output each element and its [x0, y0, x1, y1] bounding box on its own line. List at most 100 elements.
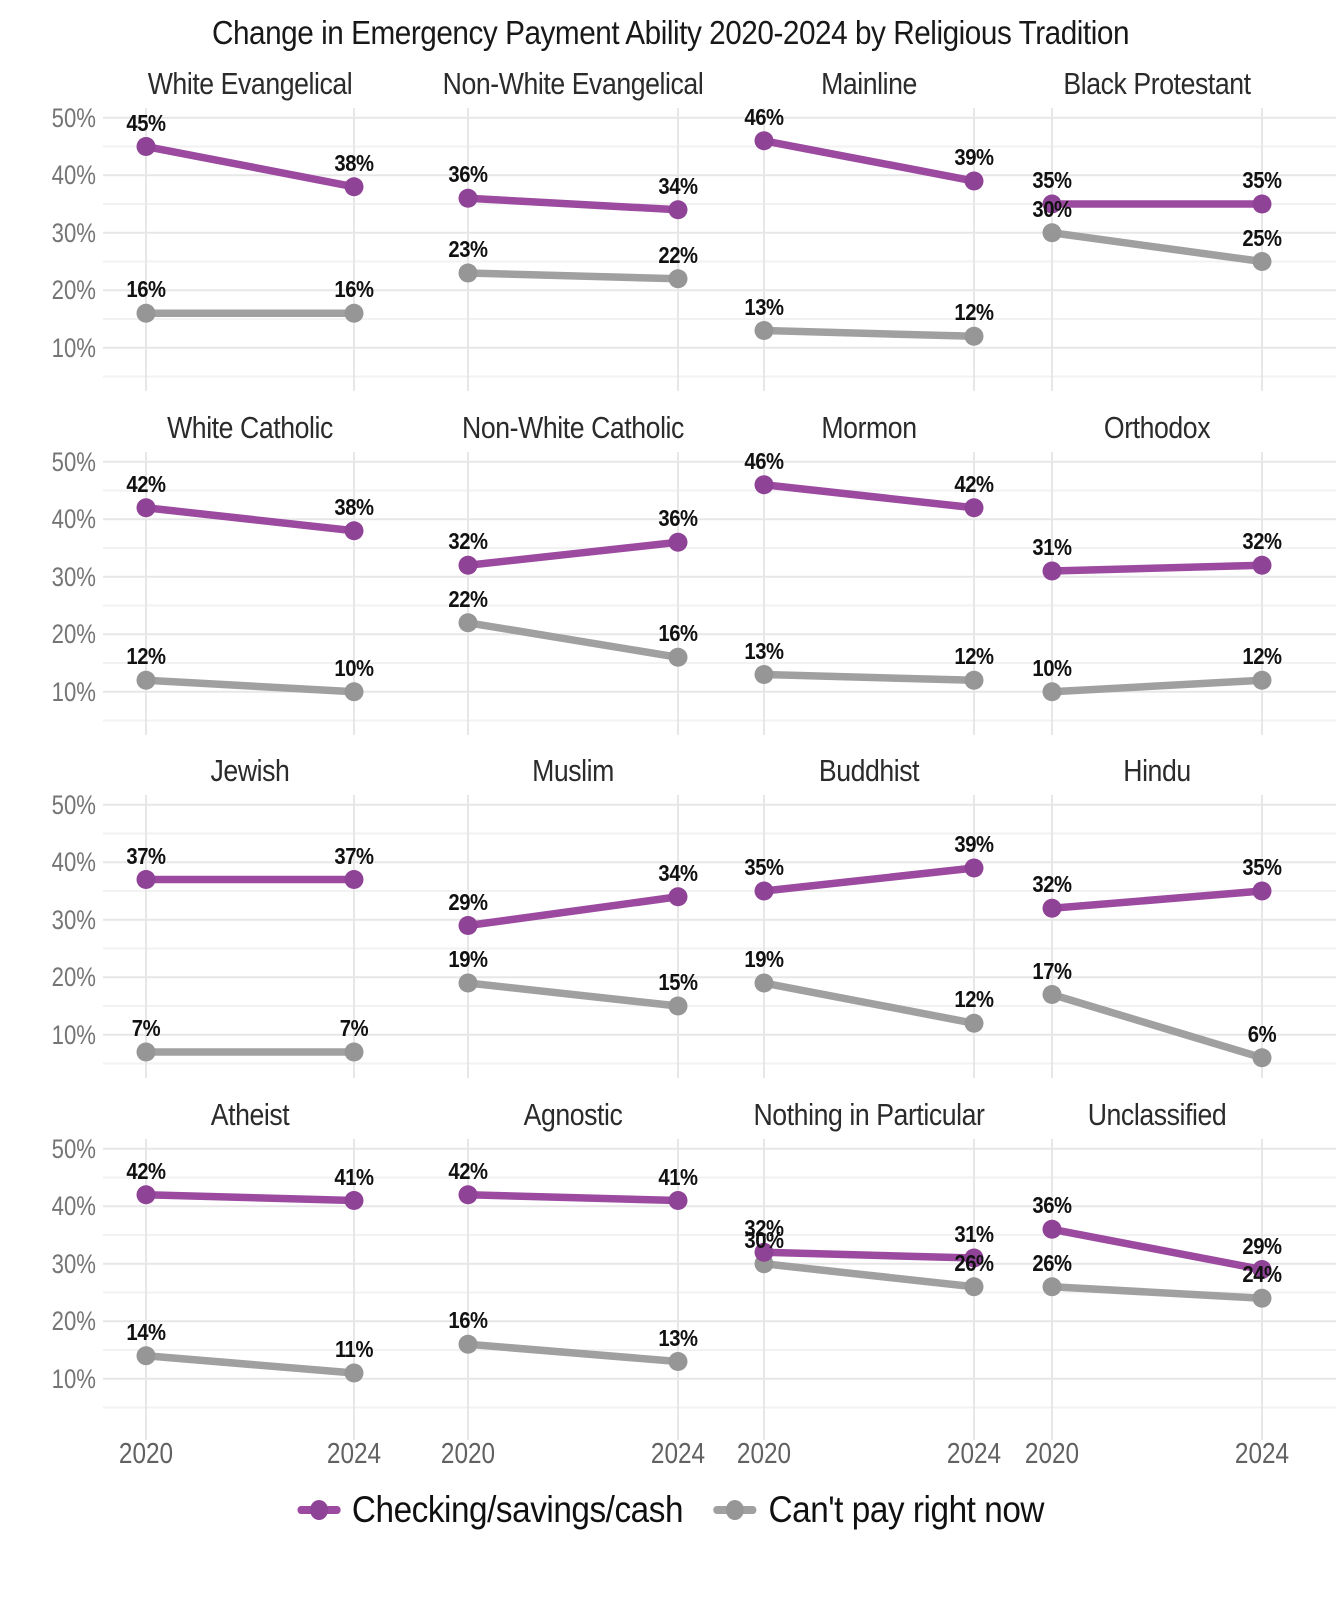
value-label: 32% [744, 1215, 784, 1242]
x-axis-tick: 2020 [440, 1438, 496, 1470]
data-point-cant_pay [1042, 1277, 1062, 1297]
value-label: 30% [1032, 195, 1072, 222]
data-point-checking [1252, 555, 1272, 575]
x-axis-tick: 2020 [736, 1438, 792, 1470]
series-line-checking [1048, 1225, 1266, 1274]
value-label: 10% [334, 654, 374, 681]
data-point-checking [1042, 561, 1062, 581]
data-point-cant_pay [344, 1363, 364, 1383]
y-axis-tick: 40% [51, 504, 96, 535]
facet-title: White Evangelical [147, 66, 353, 101]
data-point-cant_pay [136, 670, 156, 690]
value-label: 11% [334, 1336, 374, 1363]
value-label: 36% [658, 505, 698, 532]
data-point-cant_pay [1252, 670, 1272, 690]
value-label: 39% [954, 144, 994, 171]
value-label: 38% [334, 149, 374, 176]
y-axis-tick: 10% [51, 676, 96, 707]
value-label: 19% [744, 946, 784, 973]
value-label: 35% [1242, 167, 1282, 194]
value-label: 41% [334, 1163, 374, 1190]
value-label: 7% [339, 1015, 369, 1042]
data-point-checking [1042, 1219, 1062, 1239]
data-point-checking [344, 870, 364, 890]
facet-title: Agnostic [523, 1097, 623, 1132]
value-label: 25% [1242, 224, 1282, 251]
facet-row-plot [103, 108, 1336, 391]
data-point-checking [458, 188, 478, 208]
facet-title: Buddhist [818, 753, 920, 788]
facet-row-plot [103, 1139, 1336, 1440]
data-point-cant_pay [1042, 223, 1062, 243]
y-axis-tick: 10% [51, 1019, 96, 1050]
data-point-checking [964, 1248, 984, 1268]
series-line-cant_pay [464, 1340, 682, 1366]
value-label: 36% [1032, 1192, 1072, 1219]
y-axis-tick: 50% [51, 446, 96, 477]
data-point-cant_pay [136, 303, 156, 323]
data-point-checking [754, 1242, 774, 1262]
data-point-checking [668, 532, 688, 552]
facet-title: White Catholic [167, 410, 333, 445]
series-line-checking [760, 481, 978, 512]
value-label: 35% [744, 854, 784, 881]
y-axis-tick: 50% [51, 1133, 96, 1164]
data-point-checking [964, 171, 984, 191]
data-point-cant_pay [136, 1346, 156, 1366]
series-line-cant_pay [760, 670, 978, 685]
facet-title: Nothing in Particular [753, 1097, 985, 1132]
value-label: 13% [658, 1324, 698, 1351]
series-line-cant_pay [1048, 229, 1266, 266]
value-label: 41% [658, 1163, 698, 1190]
value-label: 13% [744, 293, 784, 320]
data-point-cant_pay [458, 973, 478, 993]
value-label: 32% [448, 528, 488, 555]
data-point-checking [1252, 881, 1272, 901]
data-point-cant_pay [1042, 682, 1062, 702]
value-label: 19% [448, 946, 488, 973]
y-axis-tick: 10% [51, 1363, 96, 1394]
value-label: 16% [658, 620, 698, 647]
value-label: 31% [1032, 534, 1072, 561]
legend-item-checking: Checking/savings/cash [297, 1489, 683, 1531]
value-label: 10% [1032, 654, 1072, 681]
data-point-cant_pay [458, 1334, 478, 1354]
value-label: 34% [658, 172, 698, 199]
series-line-cant_pay [142, 676, 358, 696]
value-label: 15% [658, 969, 698, 996]
value-label: 46% [744, 103, 784, 130]
series-line-checking [1048, 887, 1266, 913]
data-point-checking [964, 858, 984, 878]
series-line-checking [142, 1191, 358, 1205]
data-point-cant_pay [754, 321, 774, 341]
data-point-cant_pay [964, 1277, 984, 1297]
value-label: 42% [126, 1157, 166, 1184]
line-dot-marker-icon [297, 1498, 341, 1522]
facet-row-plot [103, 452, 1336, 735]
data-point-checking [344, 521, 364, 541]
value-label: 42% [448, 1157, 488, 1184]
y-axis-tick: 30% [51, 561, 96, 592]
chart-legend: Checking/savings/cash Can't pay right no… [67, 1489, 1274, 1531]
data-point-checking [1042, 194, 1062, 214]
data-point-checking [964, 498, 984, 518]
facet-title: Mormon [821, 410, 917, 445]
x-axis-tick: 2024 [326, 1438, 382, 1470]
y-axis-tick: 20% [51, 275, 96, 306]
data-point-checking [754, 131, 774, 151]
legend-item-cant-pay: Can't pay right now [713, 1489, 1044, 1531]
series-line-checking [760, 864, 978, 895]
data-point-cant_pay [344, 682, 364, 702]
value-label: 24% [1242, 1261, 1282, 1288]
facet-title: Hindu [1123, 753, 1191, 788]
value-label: 12% [954, 643, 994, 670]
data-point-checking [1252, 194, 1272, 214]
value-label: 7% [131, 1015, 161, 1042]
y-axis-tick: 30% [51, 1248, 96, 1279]
series-line-cant_pay [142, 1352, 358, 1377]
series-line-checking [760, 137, 978, 185]
value-label: 38% [334, 493, 374, 520]
value-label: 39% [954, 831, 994, 858]
value-label: 26% [1032, 1249, 1072, 1276]
data-point-cant_pay [344, 303, 364, 323]
